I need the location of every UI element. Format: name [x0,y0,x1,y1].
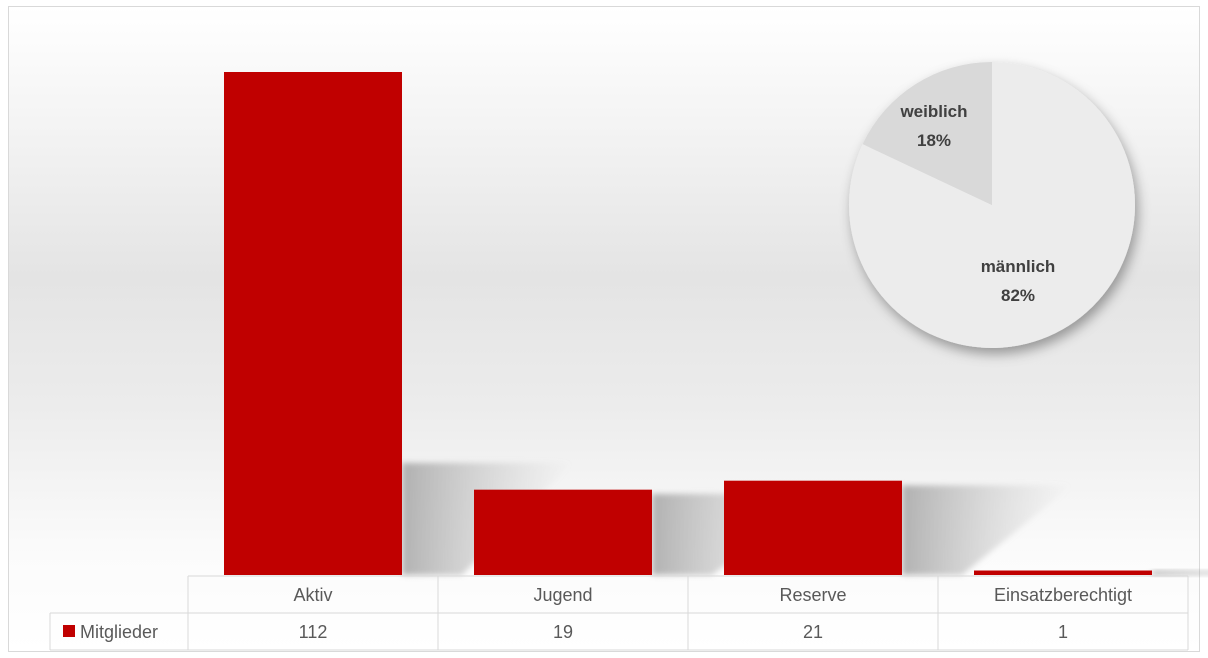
data-table: Aktiv Jugend Reserve Einsatzberechtigt M… [49,575,1189,651]
table-value-reserve: 21 [803,622,823,642]
pie-value-weiblich: 18% [917,131,951,150]
category-label-einsatzberechtigt: Einsatzberechtigt [994,585,1132,605]
category-label-reserve: Reserve [779,585,846,605]
bar-aktiv [224,72,402,575]
pie-slice-maennlich [849,62,1135,348]
pie-label-weiblich: weiblich [899,102,967,121]
table-value-aktiv: 112 [299,622,328,642]
legend-key-mitglieder [63,625,75,637]
bar-jugend [474,489,652,575]
bar-reserve [724,480,902,575]
table-value-jugend: 19 [553,622,573,642]
pie-value-maennlich: 82% [1001,286,1035,305]
gender-pie-chart [849,62,1135,348]
table-value-einsatzberechtigt: 1 [1058,622,1068,642]
legend-label-mitglieder: Mitglieder [80,622,158,642]
bar-einsatzberechtigt [974,570,1152,575]
pie-label-maennlich: männlich [981,257,1056,276]
bars [224,72,1152,575]
category-label-jugend: Jugend [533,585,592,605]
category-label-aktiv: Aktiv [293,585,332,605]
bar-shadow-einsatzberechtigt [1152,570,1208,575]
bar-shadow-reserve [902,485,1072,575]
pie-slice-weiblich [862,62,992,205]
